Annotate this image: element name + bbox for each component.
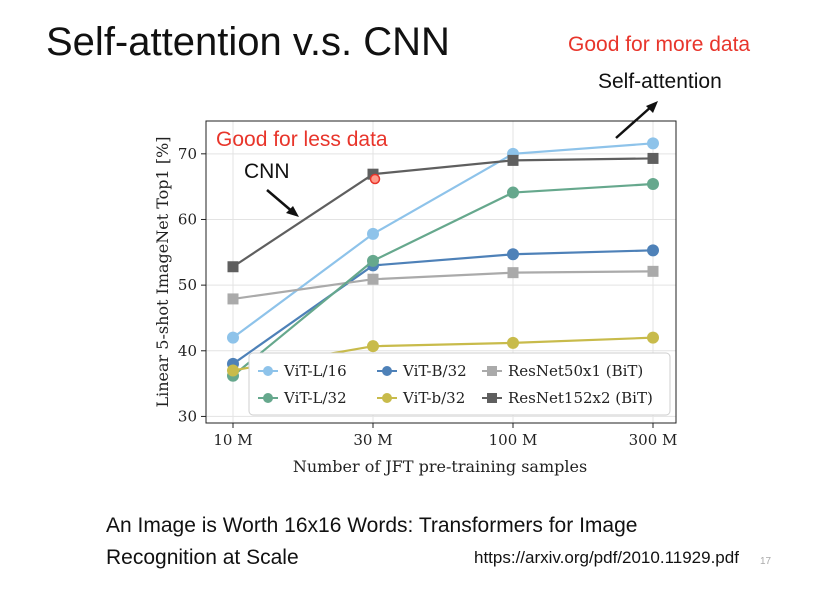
x-tick-label: 100 M — [489, 431, 538, 449]
legend-label-vit-l-32: ViT-L/32 — [283, 389, 347, 407]
paper-title: An Image is Worth 16x16 Words: Transform… — [106, 510, 637, 574]
paper-title-line2: Recognition at Scale — [106, 546, 299, 569]
x-axis-title: Number of JFT pre-training samples — [293, 457, 587, 476]
series-vit-l-16 — [227, 137, 659, 344]
y-axis-title: Linear 5-shot ImageNet Top1 [%] — [153, 136, 172, 407]
series-layer — [227, 137, 659, 382]
y-tick-label: 70 — [178, 145, 197, 163]
series-line-vit-b-32 — [232, 249, 654, 365]
annotation-good-for-less-data: Good for less data — [216, 128, 388, 151]
data-point-vit-b-32 — [367, 340, 379, 353]
annotation-good-for-more-data: Good for more data — [568, 33, 751, 56]
paper-title-line1: An Image is Worth 16x16 Words: Transform… — [106, 514, 638, 537]
series-resnet50x1-bit — [227, 265, 659, 305]
legend-label-resnet50x1-bit: ResNet50x1 (BiT) — [508, 362, 643, 380]
data-point-vit-b-32 — [507, 336, 519, 349]
x-tick-label: 10 M — [213, 431, 252, 449]
page-number: 17 — [760, 556, 772, 567]
annotation-cnn: CNN — [244, 160, 290, 183]
slide-title: Self-attention v.s. CNN — [46, 20, 450, 64]
data-point-resnet152x2-bit — [227, 261, 239, 273]
plot-frame — [205, 120, 677, 424]
arrow-cnn — [266, 189, 299, 217]
data-point-vit-l-16 — [367, 227, 379, 240]
data-point-vit-l-16 — [227, 331, 239, 344]
legend-label-resnet152x2-bit: ResNet152x2 (BiT) — [508, 389, 653, 407]
laser-pointer-dot — [369, 173, 381, 185]
legend-marker-vit-b-32 — [382, 393, 392, 403]
y-tick-label: 50 — [178, 276, 197, 294]
legend-label-vit-b-32: ViT-B/32 — [402, 362, 467, 380]
arrow-self-attention — [615, 101, 658, 139]
legend-marker-vit-b-32 — [382, 366, 392, 376]
series-line-vit-l-32 — [232, 182, 654, 377]
data-point-vit-b-32 — [507, 248, 519, 261]
series-line-resnet152x2-bit — [232, 157, 654, 268]
legend: ViT-L/16 ViT-B/32 ResNet50x1 (BiT) ViT-L/32… — [248, 352, 671, 416]
arrow-cnn-shaft — [266, 189, 295, 214]
tick-layer: 30 40 50 60 70 10 M 30 M 100 M 300 M — [178, 145, 677, 449]
arrow-sa-head — [646, 101, 658, 113]
data-point-vit-l-32 — [367, 254, 379, 267]
paper-link[interactable]: https://arxiv.org/pdf/2010.11929.pdf — [474, 548, 739, 567]
data-point-resnet50x1-bit — [367, 273, 379, 285]
y-tick-label: 40 — [178, 342, 197, 360]
y-tick-label: 60 — [178, 210, 197, 228]
data-point-vit-b-32 — [647, 244, 659, 257]
x-tick-label: 30 M — [353, 431, 392, 449]
data-point-vit-l-16 — [647, 137, 659, 150]
y-tick-label: 30 — [178, 407, 197, 425]
legend-box — [248, 352, 671, 416]
legend-marker-vit-l-32 — [263, 393, 273, 403]
data-point-resnet152x2-bit — [507, 154, 519, 166]
x-tick-label: 300 M — [629, 431, 678, 449]
legend-label-vit-b-32: ViT-b/32 — [402, 389, 465, 407]
data-point-resnet152x2-bit — [647, 152, 659, 164]
data-point-resnet50x1-bit — [507, 267, 519, 279]
data-point-vit-b-32 — [647, 331, 659, 344]
legend-marker-resnet50x1-bit — [487, 366, 497, 376]
series-line-vit-l-16 — [232, 142, 654, 339]
legend-marker-vit-l-16 — [263, 366, 273, 376]
data-point-resnet50x1-bit — [227, 293, 239, 305]
legend-label-vit-l-16: ViT-L/16 — [283, 362, 347, 380]
data-point-vit-l-32 — [507, 186, 519, 199]
data-point-vit-b-32 — [227, 364, 239, 377]
legend-marker-resnet152x2-bit — [487, 393, 497, 403]
arrow-sa-shaft — [615, 105, 653, 139]
arrow-cnn-head — [286, 206, 299, 217]
data-point-resnet50x1-bit — [647, 265, 659, 277]
series-line-resnet50x1-bit — [232, 270, 654, 301]
data-point-vit-l-32 — [647, 178, 659, 191]
annotation-self-attention: Self-attention — [598, 70, 722, 93]
